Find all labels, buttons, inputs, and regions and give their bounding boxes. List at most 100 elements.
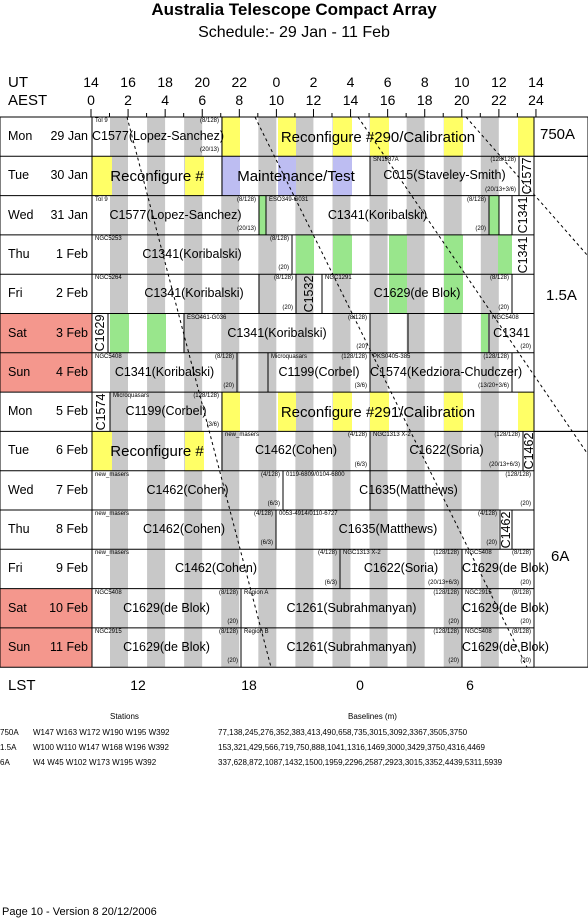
grey-stripe: [443, 549, 462, 589]
array-stations: W147 W163 W172 W190 W195 W392: [33, 728, 170, 737]
block-source: PKS0405-385: [373, 353, 411, 360]
day-date: 2 Feb: [56, 286, 88, 301]
array-stations: W4 W45 W102 W173 W195 W392: [33, 758, 157, 767]
block-correlator: (4/128): [347, 432, 367, 439]
highlight-fill: [147, 313, 166, 353]
grey-stripe: [184, 313, 203, 353]
ut-tick: 16: [120, 74, 136, 90]
block-bandwidth: (3/6): [354, 383, 367, 390]
grey-stripe: [184, 627, 203, 668]
aest-tick: 24: [528, 92, 544, 108]
aest-tick: 10: [268, 92, 285, 108]
block-bandwidth: (20): [475, 225, 486, 232]
block-bandwidth: (20): [356, 343, 367, 350]
grey-stripe: [295, 156, 314, 196]
grey-stripe: [221, 352, 240, 393]
grey-stripe: [480, 352, 499, 393]
highlight-fill: [92, 156, 112, 196]
block-source: NGC5408: [95, 353, 122, 360]
block-correlator: (8/128): [199, 118, 219, 124]
config-1-5a: 1.5A: [546, 287, 577, 304]
block-source: SN1987A: [373, 157, 399, 164]
highlight-fill: [481, 313, 488, 353]
grey-stripe: [221, 274, 240, 314]
block-source: NGC5253: [95, 235, 122, 242]
block-title: C1341(Koribalski): [327, 207, 428, 222]
day-date: 5 Feb: [56, 404, 88, 419]
array-cfg: 1.5A: [0, 743, 17, 752]
day-date: 10 Feb: [49, 600, 88, 615]
block-title: Maintenance/Test: [237, 168, 355, 186]
day-weekday: Sun: [8, 639, 31, 654]
config-box-6a: [533, 430, 588, 668]
block-title: C015(Staveley-Smith): [383, 168, 506, 183]
grey-stripe: [221, 549, 240, 589]
grey-stripe: [258, 588, 277, 628]
grey-stripe: [295, 352, 314, 393]
block-bandwidth: (6/3): [354, 461, 367, 468]
block-bandwidth: (20/13+6/3): [428, 579, 459, 586]
grey-stripe: [295, 588, 314, 628]
grey-stripe: [480, 234, 499, 275]
grey-stripe: [480, 117, 499, 157]
highlight-fill: [333, 156, 352, 196]
highlight-fill: [333, 392, 352, 432]
day-date: 3 Feb: [56, 325, 88, 340]
block-title-vertical: C1341: [516, 196, 530, 234]
block-correlator: (128/128): [433, 628, 459, 635]
day-date: 30 Jan: [50, 168, 88, 183]
grey-stripe: [369, 549, 388, 589]
grey-stripe: [369, 431, 388, 471]
grey-stripe: [147, 431, 166, 471]
grey-stripe: [221, 588, 240, 628]
day-weekday: Wed: [8, 482, 34, 497]
baselines-header: Baselines (m): [348, 712, 397, 721]
grey-stripe: [110, 392, 128, 432]
grey-stripe: [258, 156, 277, 196]
block-title-vertical: C1577: [519, 157, 534, 195]
grey-stripe: [406, 352, 425, 393]
aest-tick: 18: [416, 92, 433, 108]
grey-stripe: [147, 470, 166, 510]
array-baselines: 77,138,245,276,352,383,413,490,658,735,3…: [218, 728, 468, 737]
block-correlator: (128/128): [193, 393, 219, 400]
highlight-fill: [370, 117, 389, 157]
grey-stripe: [406, 588, 425, 628]
lst-dashed-line: [465, 116, 588, 257]
ut-tick: 0: [272, 74, 281, 90]
grey-stripe: [406, 392, 425, 432]
block-correlator: (8/128): [214, 353, 234, 360]
aest-tick: 4: [161, 92, 170, 108]
highlight-fill: [444, 392, 463, 432]
day-date: 11 Feb: [50, 639, 88, 654]
block-title: C1629(de Blok): [462, 600, 549, 615]
block-correlator: (8/128): [269, 235, 289, 242]
grey-stripe: [110, 431, 128, 471]
grey-stripe: [110, 352, 128, 393]
grey-stripe: [480, 274, 499, 314]
block-title: C1629(de Blok): [462, 561, 549, 576]
block-correlator: (8/128): [511, 589, 531, 596]
grey-stripe: [480, 431, 499, 471]
grey-stripe: [147, 549, 166, 589]
grey-stripe: [332, 510, 351, 550]
grey-stripe: [406, 549, 425, 589]
ut-tick: 8: [420, 74, 429, 90]
lst-tick: 18: [241, 677, 257, 693]
grey-stripe: [406, 313, 425, 353]
highlight-fill: [444, 274, 463, 314]
block-bandwidth: (13/20+3/6): [478, 383, 509, 390]
aest-tick: 6: [198, 92, 207, 108]
grey-stripe: [258, 352, 277, 393]
block-bandwidth: (6/3): [324, 579, 337, 586]
block-title: Reconfigure #: [110, 443, 204, 461]
highlight-fill: [92, 431, 112, 471]
block-title: C1462(Cohen): [175, 561, 257, 576]
day-weekday: Sat: [8, 600, 27, 615]
block-title: Reconfigure #: [110, 168, 204, 186]
ut-tick: 20: [194, 74, 211, 90]
block-correlator: (128/128): [490, 157, 516, 164]
block-title: C1261(Subrahmanyan): [286, 639, 417, 654]
grey-stripe: [147, 117, 166, 157]
grey-stripe: [480, 510, 499, 550]
